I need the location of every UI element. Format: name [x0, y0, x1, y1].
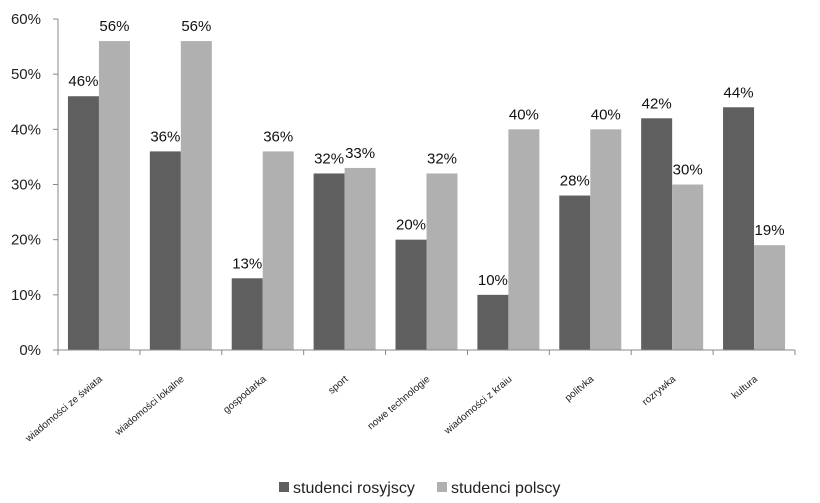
- legend: studenci rosyjscy studenci polscy: [279, 480, 560, 497]
- data-label: 36%: [150, 128, 180, 145]
- bar-russian: [149, 151, 181, 350]
- y-tick-label: 40%: [11, 121, 41, 138]
- data-label: 13%: [232, 255, 262, 272]
- data-label: 10%: [478, 272, 508, 289]
- y-tick-label: 20%: [11, 232, 41, 249]
- data-labels: 46%56%36%56%13%36%32% 33%20%32%10%40%28%4…: [68, 18, 784, 289]
- category-label: gospodarka: [222, 374, 269, 416]
- bar-polish: [98, 41, 130, 351]
- bar-polish: [672, 184, 704, 350]
- legend-entry: studenci polscy: [451, 480, 560, 497]
- category-label: wiadomości z kraiu: [442, 374, 515, 437]
- bar-russian: [559, 195, 591, 350]
- y-tick-label: 30%: [11, 177, 41, 194]
- data-label: 40%: [591, 106, 621, 123]
- bar-polish: [590, 129, 622, 350]
- category-label: wiadomości lokalne: [112, 374, 187, 439]
- data-label: 56%: [181, 18, 211, 35]
- legend-swatch: [437, 482, 447, 492]
- data-label: 33%: [345, 145, 375, 162]
- bar-russian: [395, 239, 427, 350]
- data-label: 20%: [396, 217, 426, 234]
- category-labels: wiadomości ze świata wiadomości lokalne go…: [23, 374, 760, 446]
- data-label: 40%: [509, 106, 539, 123]
- bar-russian: [641, 118, 673, 350]
- bar-polish: [426, 173, 458, 350]
- bar-polish: [262, 151, 294, 350]
- category-label: wiadomości ze świata: [23, 374, 105, 446]
- data-label: 30%: [673, 162, 703, 179]
- category-label: rozrywka: [640, 374, 678, 408]
- category-label: kultura: [730, 374, 760, 402]
- data-label: 42%: [642, 95, 672, 112]
- bar-polish: [180, 41, 212, 351]
- axes: [57, 19, 796, 355]
- bar-polish: [344, 167, 376, 350]
- data-label: 56%: [99, 18, 129, 35]
- bar-russian: [313, 173, 345, 350]
- y-tick-label: 60%: [11, 11, 41, 28]
- bar-russian: [67, 96, 99, 350]
- category-label: nowe technologie: [366, 374, 433, 433]
- bar-polish: [508, 129, 540, 350]
- bar-russian: [477, 294, 509, 350]
- data-label: 19%: [755, 222, 785, 239]
- data-label: 46%: [68, 73, 98, 90]
- legend-entry: studenci rosyjscy: [293, 480, 415, 497]
- bar-polish: [754, 245, 786, 350]
- y-axis-ticks: 0% 10% 20% 30% 40% 50% 60%: [11, 11, 58, 359]
- category-label: politvka: [563, 374, 596, 405]
- y-tick-label: 0%: [19, 342, 41, 359]
- data-label: 28%: [560, 173, 590, 190]
- legend-swatch: [279, 482, 289, 492]
- category-label: sport: [326, 374, 350, 397]
- y-tick-label: 50%: [11, 66, 41, 83]
- data-label: 44%: [724, 84, 754, 101]
- bars: [67, 41, 786, 351]
- data-label: 32%: [314, 150, 344, 167]
- data-label: 36%: [263, 128, 293, 145]
- y-tick-label: 10%: [11, 287, 41, 304]
- bar-russian: [231, 278, 263, 350]
- data-label: 32%: [427, 150, 457, 167]
- bar-russian: [723, 107, 755, 351]
